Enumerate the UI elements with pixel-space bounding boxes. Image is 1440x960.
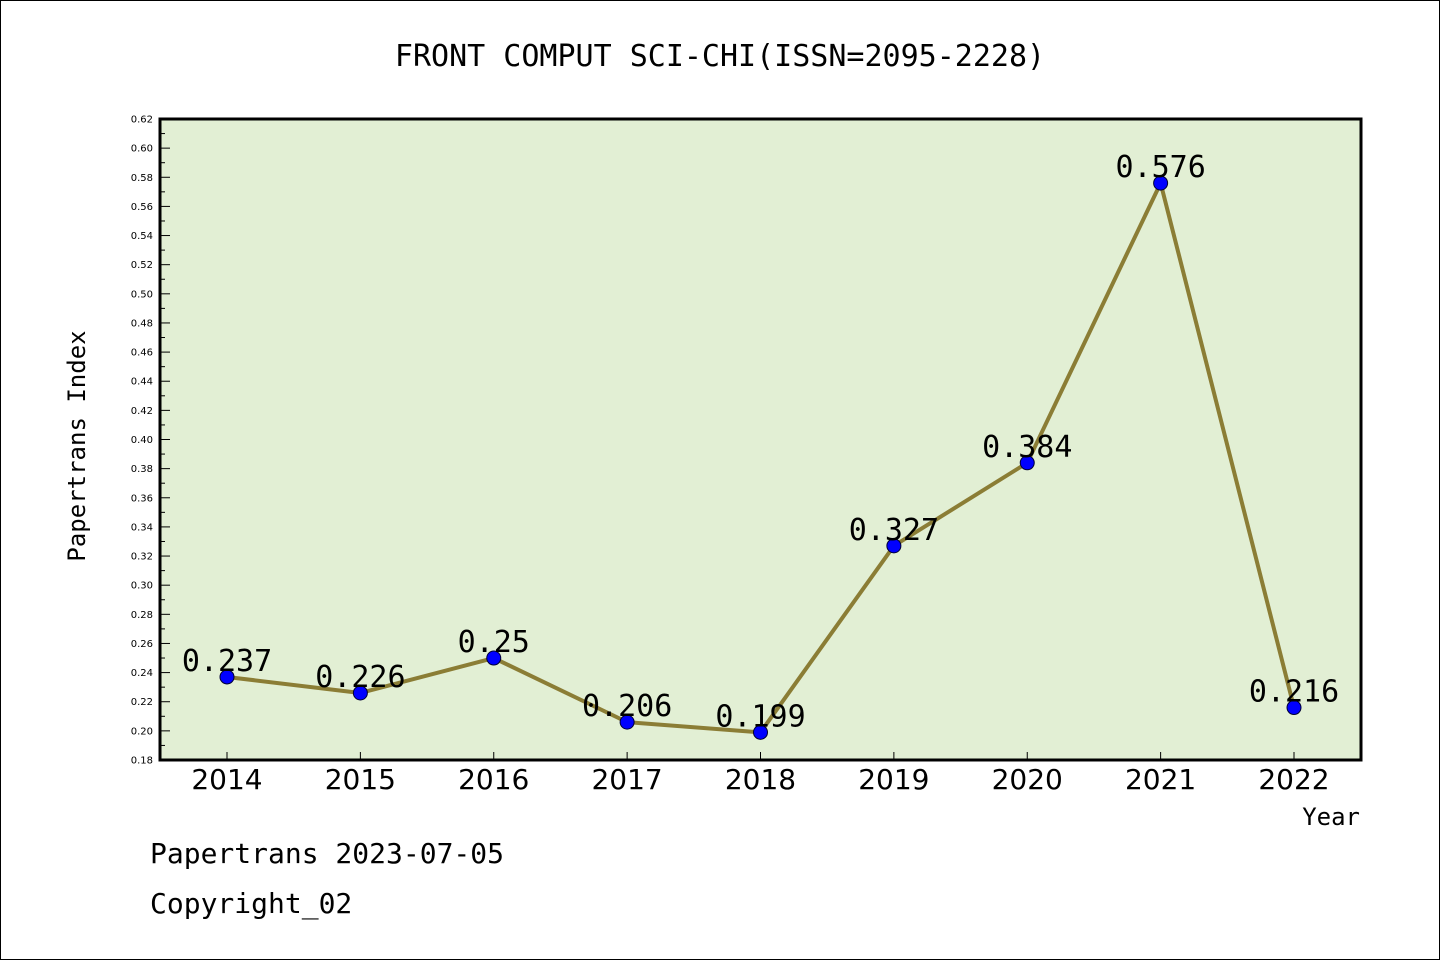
y-tick-label: 0.24: [131, 668, 153, 679]
chart-title: FRONT COMPUT SCI-CHI(ISSN=2095-2228): [395, 39, 1045, 74]
data-point: [1286, 700, 1302, 716]
data-point: [753, 724, 768, 740]
y-tick-label: 0.54: [131, 231, 153, 242]
footer-date: Papertrans 2023-07-05: [150, 837, 504, 870]
data-label: 0.384: [982, 430, 1072, 465]
x-tick-label: 2015: [325, 763, 396, 796]
y-tick-label: 0.28: [131, 610, 153, 621]
data-label: 0.576: [1115, 150, 1205, 185]
y-tick-label: 0.42: [131, 406, 153, 417]
data-label: 0.226: [315, 660, 405, 695]
series-layer: 0.237 0.226 0.25 0.206 0.199 0.327 0.384 0.576 0…: [182, 150, 1339, 740]
y-tick-label: 0.62: [131, 115, 153, 126]
data-label: 0.206: [582, 689, 672, 724]
y-tick-label: 0.32: [131, 552, 153, 563]
y-tick-label: 0.58: [131, 173, 153, 184]
footer-copyright: Copyright_02: [150, 887, 352, 921]
data-point: [619, 714, 635, 730]
data-label: 0.216: [1249, 675, 1339, 710]
y-tick-label: 0.34: [131, 522, 153, 533]
x-tick-label: 2016: [458, 763, 529, 796]
data-point: [352, 685, 368, 701]
x-tick-label: 2022: [1258, 763, 1329, 796]
y-axis-title: Papertrans Index: [63, 330, 91, 561]
y-tick-label: 0.40: [131, 435, 153, 446]
y-axis: 0.18 0.20 0.22 0.24 0.26 0.28 0.30 0.32 0.34 0.36…: [131, 115, 170, 767]
y-tick-label: 0.20: [131, 726, 153, 737]
data-point: [219, 669, 235, 685]
data-point: [886, 538, 902, 554]
y-tick-label: 0.48: [131, 318, 153, 329]
data-point: [1153, 175, 1169, 191]
plot-area: [158, 117, 1363, 762]
y-tick-label: 0.46: [131, 348, 153, 359]
x-tick-label: 2020: [992, 763, 1063, 796]
data-label: 0.327: [849, 513, 939, 548]
y-tick-label: 0.60: [131, 144, 153, 155]
y-tick-label: 0.38: [131, 464, 153, 475]
x-axis: 2014 2015 2016 2017 2018 2019 2020 2021 2022: [191, 752, 1330, 796]
x-tick-label: 2014: [191, 763, 262, 796]
x-tick-label: 2017: [591, 763, 662, 796]
data-label: 0.237: [182, 644, 272, 679]
x-tick-label: 2019: [858, 763, 929, 796]
y-tick-label: 0.36: [131, 493, 153, 504]
data-label: 0.199: [715, 699, 805, 734]
y-tick-label: 0.26: [131, 639, 153, 650]
x-axis-title: Year: [1302, 803, 1360, 831]
y-tick-label: 0.52: [131, 260, 153, 271]
data-point: [486, 650, 502, 666]
y-tick-label: 0.18: [131, 756, 153, 767]
x-tick-label: 2021: [1125, 763, 1196, 796]
y-tick-label: 0.22: [131, 697, 153, 708]
y-tick-label: 0.44: [131, 377, 153, 388]
data-point: [1019, 455, 1035, 471]
y-tick-label: 0.50: [131, 289, 153, 300]
y-tick-label: 0.56: [131, 202, 153, 213]
data-label: 0.25: [458, 625, 530, 660]
x-tick-label: 2018: [725, 763, 796, 796]
y-tick-label: 0.30: [131, 581, 153, 592]
